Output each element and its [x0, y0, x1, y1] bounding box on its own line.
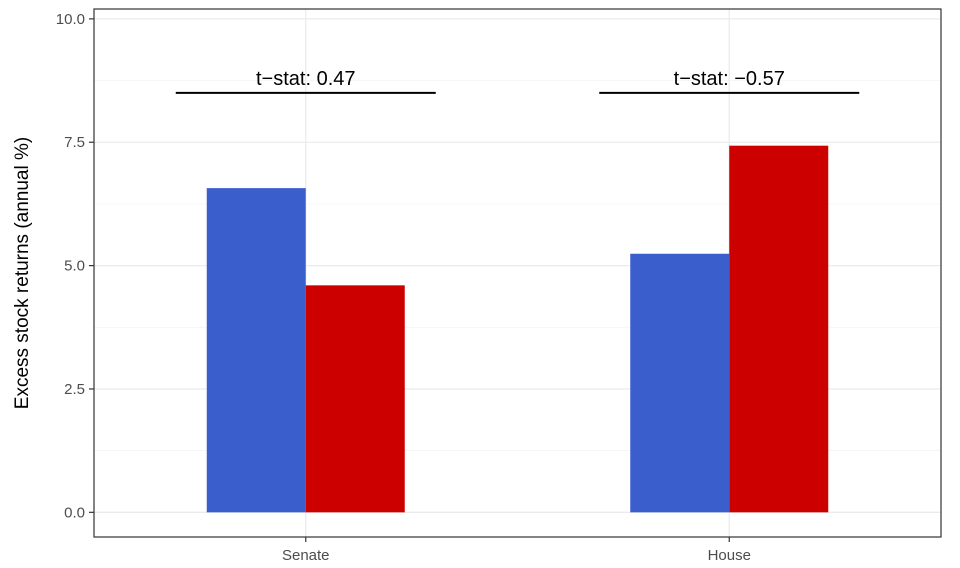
- y-tick-label: 0.0: [64, 504, 85, 521]
- plot-panel-border: [93, 8, 942, 538]
- x-tick-label: Senate: [282, 547, 330, 564]
- bars: [206, 145, 829, 513]
- bar: [729, 145, 829, 513]
- y-tick-label: 10.0: [56, 11, 85, 28]
- annotation-label: t−stat: 0.47: [256, 68, 356, 90]
- y-axis: 0.0 2.5 5.0 7.5 10.0: [56, 11, 94, 521]
- annotations: t−stat: 0.47 t−stat: −0.57: [175, 68, 860, 94]
- x-tick-label: House: [708, 547, 751, 564]
- bar: [305, 285, 405, 513]
- annotation-label: t−stat: −0.57: [674, 68, 785, 90]
- y-tick-label: 5.0: [64, 258, 85, 275]
- x-axis: Senate House: [282, 537, 751, 564]
- bar: [630, 253, 730, 513]
- y-axis-title: Excess stock returns (annual %): [12, 137, 33, 409]
- y-tick-label: 7.5: [64, 134, 85, 151]
- bar: [206, 188, 306, 513]
- y-tick-label: 2.5: [64, 381, 85, 398]
